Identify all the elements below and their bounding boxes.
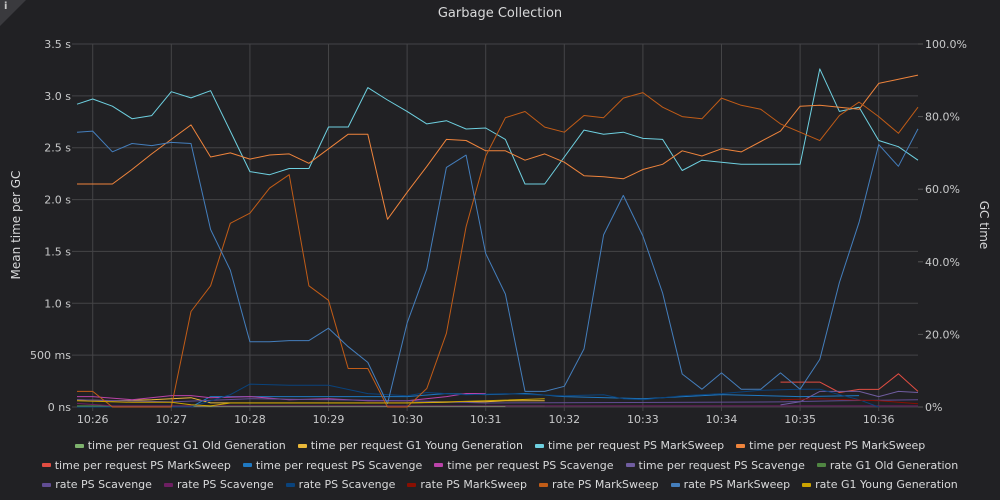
x-tick-label: 10:28 [234,413,266,426]
legend-label: time per request PS MarkSweep [749,439,926,453]
x-tick-label: 10:26 [77,413,109,426]
series-line-10 [76,398,919,404]
panel-info-corner[interactable] [0,0,26,26]
info-icon[interactable]: i [4,1,8,12]
series-line-14 [77,92,919,408]
grid [72,43,923,411]
legend-swatch-icon [297,443,307,448]
y-tick-label: 0 ns [48,401,71,414]
legend: time per request G1 Old Generation time p… [0,436,1000,495]
legend-label: rate G1 Young Generation [815,478,958,492]
legend-label: time per request G1 Old Generation [87,439,286,453]
series-line-12 [77,383,879,408]
legend-item[interactable]: rate PS MarkSweep [538,478,659,492]
x-tick-label: 10:33 [627,413,659,426]
legend-swatch-icon [42,482,52,487]
legend-swatch-icon [816,463,826,468]
series-line-11 [76,402,918,407]
y-axis-label-left: Mean time per GC [9,171,23,280]
legend-label: rate PS MarkSweep [551,478,659,492]
y-tick-label: 2.0 s [44,194,71,207]
y2-tick-label: 100.0% [925,38,967,51]
y-tick-label: 3.0 s [44,90,71,103]
legend-swatch-icon [802,482,812,487]
legend-swatch-icon [670,482,680,487]
legend-item[interactable]: rate PS MarkSweep [407,478,527,491]
y2-tick-label: 20.0% [925,328,960,341]
series-line-3 [76,68,919,185]
legend-item[interactable]: rate G1 Young Generation [802,478,958,491]
legend-item[interactable]: time per request PS Scavenge [242,458,423,472]
x-tick-label: 10:29 [313,413,345,426]
series-line-15 [76,128,919,405]
legend-swatch-icon [163,482,173,487]
legend-swatch-icon [736,443,746,448]
legend-item[interactable]: rate PS Scavenge [163,478,274,492]
series-line-6 [77,393,860,408]
legend-label: time per request PS Scavenge [255,458,423,472]
legend-item[interactable]: time per request G1 Young Generation [297,439,523,453]
series-line-13 [780,398,919,405]
x-tick-label: 10:36 [863,413,895,426]
x-tick-label: 10:34 [706,413,738,426]
y-tick-label: 3.5 s [44,38,71,51]
legend-swatch-icon [242,463,252,468]
legend-label: time per request PS MarkSweep [54,458,231,472]
x-tick-label: 10:31 [470,413,502,426]
legend-swatch-icon [74,443,84,448]
legend-label: rate PS Scavenge [176,478,274,492]
y2-tick-label: 60.0% [925,183,960,196]
gc-line-chart: 0 ns 500 ms 1.0 s 1.5 s 2.0 s 2.5 s 3.0 s 3.5 s… [9,38,991,426]
y-tick-label: 500 ms [30,349,71,362]
legend-swatch-icon [534,443,544,448]
legend-item[interactable]: rate PS Scavenge [42,478,152,491]
series-line-16 [76,398,545,407]
x-tick-label: 10:27 [155,413,187,426]
legend-label: rate PS MarkSweep [420,478,527,492]
legend-label: rate PS Scavenge [55,478,152,492]
legend-swatch-icon [41,463,51,468]
legend-label: time per request G1 Young Generation [310,439,523,453]
x-tick-label: 10:35 [784,413,816,426]
panel-title[interactable]: Garbage Collection [437,6,563,21]
legend-swatch-icon [625,463,635,468]
legend-item[interactable]: rate PS Scavenge [285,478,396,492]
legend-label: time per request PS MarkSweep [547,439,725,453]
legend-item[interactable]: time per request PS MarkSweep [41,458,231,472]
y-tick-label: 1.5 s [44,245,71,258]
series-line-4 [77,74,919,220]
legend-item[interactable]: rate G1 Old Generation [816,458,959,472]
legend-row: rate PS Scavenge rate PS Scavenge rate PS … [0,475,1000,495]
x-tick-label: 10:32 [548,413,580,426]
y-tick-label: 2.5 s [44,142,71,155]
legend-row: time per request PS MarkSweep time per re… [0,456,1000,476]
legend-item[interactable]: rate PS MarkSweep [670,478,791,492]
legend-item[interactable]: time per request G1 Old Generation [74,439,286,453]
legend-row: time per request G1 Old Generation time p… [0,436,1000,456]
legend-swatch-icon [434,463,444,468]
legend-item[interactable]: time per request PS Scavenge [434,458,614,472]
axis-ticks: 0 ns 500 ms 1.0 s 1.5 s 2.0 s 2.5 s 3.0 s 3.5 s… [30,38,967,426]
legend-label: rate PS MarkSweep [683,478,791,492]
y-tick-label: 1.0 s [44,297,71,310]
series-line-8 [780,390,919,406]
legend-label: time per request PS Scavenge [447,458,614,472]
legend-swatch-icon [407,482,417,487]
x-tick-label: 10:30 [391,413,423,426]
legend-label: time per request PS Scavenge [638,458,805,472]
y2-tick-label: 40.0% [925,256,960,269]
y2-tick-label: 0% [925,401,942,414]
legend-item[interactable]: time per request PS Scavenge [625,458,805,472]
legend-label: rate PS Scavenge [298,478,396,492]
series-line-7 [77,393,486,402]
legend-swatch-icon [538,482,548,487]
legend-label: rate G1 Old Generation [829,458,959,472]
y2-tick-label: 80.0% [925,111,960,124]
legend-item[interactable]: time per request PS MarkSweep [736,439,925,452]
series-lines [76,68,919,408]
y-axis-label-right: GC time [977,201,991,250]
legend-swatch-icon [285,482,295,487]
legend-item[interactable]: time per request PS MarkSweep [534,439,725,453]
